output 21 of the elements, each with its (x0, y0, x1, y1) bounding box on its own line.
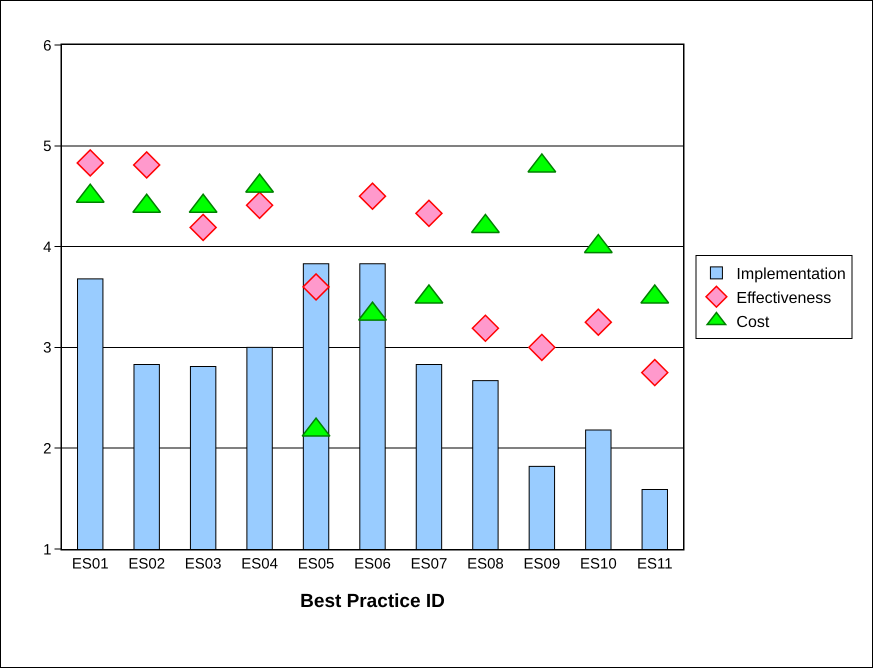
y-tick-label: 3 (43, 340, 52, 357)
legend-label: Cost (736, 314, 770, 331)
y-tick-label: 2 (43, 440, 52, 458)
x-tick-label: ES01 (72, 556, 109, 572)
x-tick-label: ES04 (241, 556, 278, 572)
x-tick-label: ES03 (184, 556, 222, 572)
x-tick-label: ES07 (410, 556, 448, 572)
y-tick-label: 5 (43, 138, 52, 156)
legend-label: Implementation (736, 266, 846, 284)
x-tick-label: ES10 (580, 556, 617, 572)
x-axis-title: Best Practice ID (300, 591, 445, 612)
x-tick-label: ES08 (467, 556, 504, 572)
y-tick-label: 1 (43, 541, 52, 558)
x-tick-label: ES09 (524, 556, 560, 572)
x-tick-label: ES11 (636, 556, 673, 572)
x-tick-label: ES05 (298, 556, 334, 572)
y-tick-label: 6 (43, 37, 52, 54)
y-tick-label: 4 (43, 238, 52, 256)
legend-label: Effectiveness (736, 290, 832, 307)
x-tick-label: ES06 (354, 556, 391, 572)
x-tick-label: ES02 (128, 556, 166, 572)
